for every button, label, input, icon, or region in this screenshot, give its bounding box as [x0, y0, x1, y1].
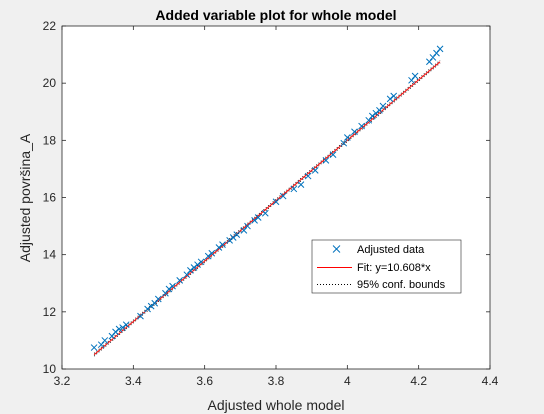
data-point	[376, 106, 383, 114]
data-point	[390, 92, 398, 100]
x-tick-label: 3.8	[268, 374, 285, 388]
data-point	[433, 49, 440, 57]
data-point	[101, 337, 109, 344]
legend-label-bounds: 95% conf. bounds	[357, 279, 446, 291]
data-point	[351, 128, 358, 136]
data-point	[386, 95, 394, 103]
legend: Adjusted data Fit: y=10.608*x 95% conf. …	[311, 239, 462, 294]
data-point	[208, 249, 216, 257]
data-point	[261, 209, 269, 217]
y-tick-label: 10	[43, 362, 57, 376]
x-tick-label: 4	[344, 374, 351, 388]
x-tick-label: 4.2	[410, 374, 427, 388]
legend-label-fit: Fit: y=10.608*x	[357, 262, 431, 274]
data-point	[112, 328, 119, 336]
data-point	[279, 192, 287, 200]
data-point	[119, 324, 126, 331]
data-point	[144, 305, 151, 313]
data-point	[254, 214, 262, 221]
x-tick-label: 3.4	[125, 374, 142, 388]
x-axis-label: Adjusted whole model	[208, 397, 345, 413]
data-point	[436, 45, 444, 53]
data-point	[408, 76, 415, 84]
data-point	[151, 299, 159, 307]
data-layer	[90, 45, 444, 357]
data-point	[197, 258, 205, 266]
data-point	[343, 134, 351, 141]
data-point	[204, 252, 212, 260]
data-point	[147, 302, 155, 310]
chart-title: Added variable plot for whole model	[155, 7, 396, 23]
x-tick-label: 3.2	[54, 374, 71, 388]
y-tick-label: 22	[43, 19, 57, 33]
data-point	[122, 321, 130, 329]
x-tick-label: 4.4	[482, 374, 499, 388]
data-point	[162, 289, 169, 297]
y-tick-label: 14	[43, 248, 57, 262]
data-point	[411, 72, 419, 80]
legend-marker-data	[332, 245, 341, 253]
data-point	[219, 241, 226, 249]
data-point	[311, 166, 319, 174]
y-tick-label: 20	[43, 76, 57, 90]
data-point	[229, 234, 237, 241]
y-tick-label: 12	[43, 305, 57, 319]
data-point	[365, 116, 373, 124]
data-point	[194, 261, 201, 269]
y-tick-label: 16	[43, 191, 57, 205]
data-point	[240, 227, 248, 234]
data-point	[183, 271, 191, 279]
conf-bound-upper	[93, 59, 441, 354]
data-point	[329, 151, 337, 158]
data-point	[340, 139, 348, 147]
data-point	[187, 267, 194, 274]
data-point	[154, 295, 162, 303]
data-point	[372, 109, 380, 117]
y-axis-label: Adjusted površina_A	[17, 133, 33, 262]
data-point	[272, 198, 280, 206]
data-point	[429, 54, 437, 61]
x-tick-label: 3.6	[196, 374, 213, 388]
plot-area	[62, 26, 490, 369]
legend-label-data: Adjusted data	[357, 244, 425, 256]
data-point	[176, 277, 184, 284]
data-point	[115, 325, 123, 333]
data-point	[215, 244, 223, 251]
data-point	[137, 312, 144, 320]
data-point	[290, 185, 298, 193]
data-point	[190, 264, 198, 271]
data-point	[226, 237, 233, 244]
data-point	[169, 282, 176, 290]
data-point	[251, 217, 258, 224]
data-point	[304, 172, 312, 180]
data-point	[108, 332, 116, 340]
data-point	[97, 341, 105, 349]
data-point	[426, 58, 433, 66]
data-point	[358, 122, 365, 130]
data-point	[322, 156, 330, 164]
data-point	[368, 112, 376, 120]
y-tick-label: 18	[43, 133, 57, 147]
data-point	[244, 222, 251, 230]
data-point	[233, 231, 241, 239]
data-point	[165, 285, 173, 293]
data-point	[90, 344, 98, 351]
ticks-layer: 3.2 3.4 3.6 3.8 4 4.2 4.4 10 12 14 16 18 20 22	[43, 19, 499, 388]
data-point	[297, 181, 305, 188]
data-point	[379, 102, 387, 110]
